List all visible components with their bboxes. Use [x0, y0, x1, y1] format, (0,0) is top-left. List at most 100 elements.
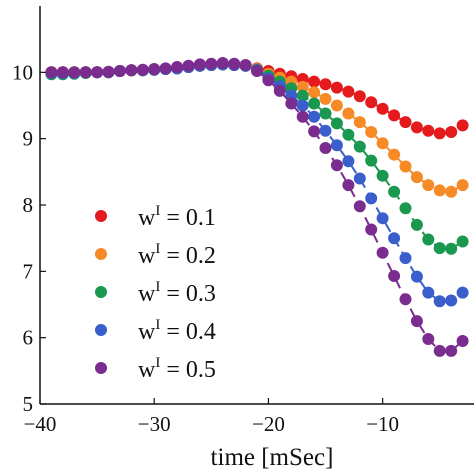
plot-area	[45, 57, 469, 357]
data-point	[445, 126, 458, 138]
data-point	[193, 58, 206, 71]
data-point	[433, 295, 446, 308]
data-point	[410, 171, 423, 184]
legend-label-base: w	[138, 243, 156, 269]
data-point	[410, 218, 423, 231]
y-tick-label: 10	[12, 60, 33, 84]
data-point	[445, 294, 458, 307]
legend-item: wI = 0.3	[95, 279, 216, 307]
legend-marker	[95, 210, 107, 222]
data-point	[399, 116, 412, 129]
legend-label-value: = 0.1	[160, 205, 216, 231]
y-ticks: 5 6 7 8 9 10	[12, 60, 46, 416]
legend-label-value: = 0.4	[160, 319, 216, 345]
data-point	[422, 179, 435, 192]
series-3	[45, 58, 469, 255]
legend-label-superscript: I	[155, 203, 160, 219]
data-point	[79, 66, 92, 79]
series-4	[45, 58, 469, 308]
data-point	[319, 124, 332, 137]
data-point	[433, 127, 446, 140]
data-point	[456, 179, 469, 192]
data-point	[376, 246, 389, 259]
data-point	[422, 286, 435, 299]
y-tick-label: 5	[23, 392, 34, 416]
data-point	[399, 160, 412, 173]
data-point	[422, 333, 435, 345]
legend-marker	[95, 324, 107, 336]
series-line	[51, 63, 464, 250]
legend-marker	[95, 362, 107, 374]
data-point	[148, 63, 161, 75]
legend-label-superscript: I	[155, 241, 160, 257]
data-point	[216, 57, 229, 69]
data-point	[273, 84, 286, 97]
legend-item: wI = 0.1	[95, 203, 216, 231]
data-point	[388, 109, 401, 122]
legend-label-value: = 0.2	[160, 243, 216, 269]
data-point	[319, 92, 332, 105]
data-point	[410, 315, 423, 328]
data-point	[399, 293, 412, 306]
data-point	[376, 102, 389, 115]
data-point	[353, 172, 366, 185]
y-tick-label: 8	[23, 193, 34, 217]
data-point	[456, 119, 469, 132]
data-point	[388, 270, 401, 282]
data-point	[365, 223, 378, 236]
legend-label: wI = 0.5	[138, 355, 216, 383]
data-point	[285, 97, 298, 110]
data-point	[399, 202, 412, 215]
data-point	[159, 62, 172, 75]
data-point	[125, 64, 138, 77]
series-line	[51, 63, 464, 303]
data-point	[342, 128, 355, 141]
y-tick-label: 6	[23, 326, 34, 350]
data-point	[296, 80, 309, 93]
data-point	[330, 159, 343, 172]
series-5	[45, 57, 469, 357]
legend-label-superscript: I	[155, 355, 160, 371]
data-point	[319, 107, 332, 120]
data-point	[319, 142, 332, 154]
legend-label: wI = 0.2	[138, 241, 216, 269]
data-point	[296, 89, 309, 102]
data-point	[342, 107, 355, 120]
data-point	[182, 59, 195, 72]
x-tick-label: −20	[252, 412, 285, 436]
legend-marker	[95, 286, 107, 298]
legend-label: wI = 0.3	[138, 279, 216, 307]
data-point	[388, 232, 401, 245]
data-point	[342, 179, 355, 192]
x-tick-label: −40	[24, 412, 57, 436]
data-point	[456, 286, 469, 299]
legend-item: wI = 0.4	[95, 317, 216, 345]
data-point	[376, 212, 389, 225]
data-point	[102, 65, 115, 78]
data-point	[388, 148, 401, 161]
legend-label-value: = 0.5	[160, 357, 216, 383]
legend: wI = 0.1wI = 0.2wI = 0.3wI = 0.4wI = 0.5	[95, 203, 216, 383]
data-point	[433, 242, 446, 255]
data-point	[319, 78, 332, 91]
data-point	[330, 99, 343, 112]
series-line	[51, 63, 464, 193]
data-point	[410, 270, 423, 283]
x-tick-label: −30	[138, 412, 171, 436]
x-axis-label: time [mSec]	[211, 444, 334, 471]
legend-label: wI = 0.1	[138, 203, 216, 231]
data-point	[330, 117, 343, 130]
data-point	[330, 139, 343, 152]
data-point	[353, 116, 366, 129]
data-point	[399, 252, 412, 265]
data-point	[342, 85, 355, 98]
data-point	[296, 99, 309, 112]
data-point	[422, 124, 435, 137]
data-point	[433, 344, 446, 357]
data-point	[433, 184, 446, 197]
x-ticks: −40 −30 −20 −10	[24, 398, 399, 436]
data-point	[376, 169, 389, 182]
data-point	[308, 75, 321, 88]
data-point	[365, 154, 378, 167]
